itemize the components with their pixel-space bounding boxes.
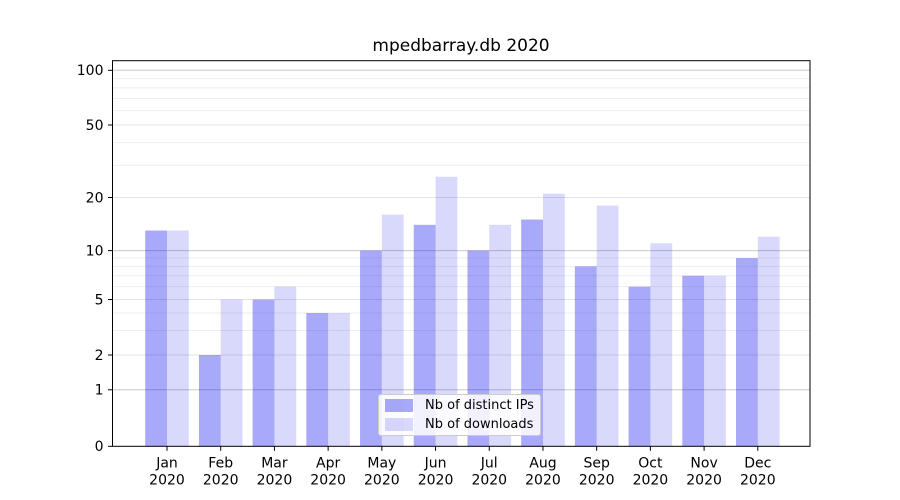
x-tick-label-dec: Dec 2020: [740, 456, 776, 489]
bar-sep-downloads: [596, 205, 619, 447]
y-tick-label-10: 10: [86, 243, 104, 259]
bar-jan-downloads: [167, 230, 189, 447]
bar-oct-downloads: [650, 243, 673, 447]
x-tick-label-apr: Apr 2020: [310, 456, 346, 489]
legend-swatch-downloads: [385, 418, 413, 431]
legend: Nb of distinct IPs Nb of downloads: [378, 394, 541, 436]
y-tick-label-50: 50: [86, 118, 104, 134]
x-axis-ticks: Jan 2020 Feb 2020 Mar 2020 Apr 2020 May 2020 Jun 20…: [149, 446, 776, 489]
x-tick-label-aug: Aug 2020: [525, 456, 561, 489]
bar-apr-distinct-ips: [306, 313, 329, 447]
y-axis-ticks: 0 1 2 5 10 20 50 100: [77, 63, 113, 455]
y-tick-label-2: 2: [95, 348, 104, 364]
bar-dec-distinct-ips: [736, 258, 758, 447]
x-tick-label-jun: Jun 2020: [418, 456, 454, 489]
bar-feb-distinct-ips: [198, 355, 221, 447]
bars: [145, 176, 780, 447]
x-tick-label-mar: Mar 2020: [257, 456, 293, 489]
x-tick-label-feb: Feb 2020: [203, 456, 239, 489]
bar-jul-downloads: [489, 224, 512, 447]
x-tick-label-oct: Oct 2020: [633, 456, 669, 489]
legend-item-downloads: Nb of downloads: [385, 417, 534, 432]
x-tick-label-jan: Jan 2020: [149, 456, 185, 489]
x-tick-label-jul: Jul 2020: [471, 456, 507, 489]
bar-mar-distinct-ips: [252, 299, 275, 447]
bar-jan-distinct-ips: [145, 230, 167, 447]
bar-sep-distinct-ips: [574, 266, 597, 447]
bar-oct-distinct-ips: [628, 286, 651, 447]
bar-mar-downloads: [274, 286, 297, 447]
legend-item-distinct-ips: Nb of distinct IPs: [385, 398, 534, 413]
bar-aug-downloads: [542, 193, 565, 447]
x-tick-label-nov: Nov 2020: [686, 456, 722, 489]
bar-nov-downloads: [704, 275, 726, 447]
bar-feb-downloads: [220, 299, 243, 447]
bar-dec-downloads: [757, 236, 780, 447]
gridlines: [112, 69, 810, 391]
bar-jun-downloads: [435, 176, 458, 447]
legend-swatch-distinct-ips: [385, 399, 413, 412]
legend-label-downloads: Nb of downloads: [425, 417, 534, 432]
y-tick-label-100: 100: [77, 63, 104, 79]
y-tick-label-20: 20: [86, 190, 104, 206]
y-tick-label-5: 5: [95, 292, 104, 308]
bar-jun-distinct-ips: [413, 224, 436, 447]
chart-title: mpedbarray.db 2020: [372, 36, 550, 56]
bar-aug-distinct-ips: [521, 219, 543, 447]
bar-apr-downloads: [328, 313, 350, 447]
legend-label-distinct-ips: Nb of distinct IPs: [425, 398, 534, 413]
bar-may-downloads: [381, 214, 404, 447]
bar-may-distinct-ips: [360, 250, 382, 447]
x-tick-label-sep: Sep 2020: [579, 456, 615, 489]
bar-nov-distinct-ips: [682, 275, 705, 447]
y-tick-label-0: 0: [95, 439, 104, 455]
plot-border: [112, 60, 811, 447]
y-tick-label-1: 1: [95, 383, 104, 399]
x-tick-label-may: May 2020: [364, 456, 400, 489]
